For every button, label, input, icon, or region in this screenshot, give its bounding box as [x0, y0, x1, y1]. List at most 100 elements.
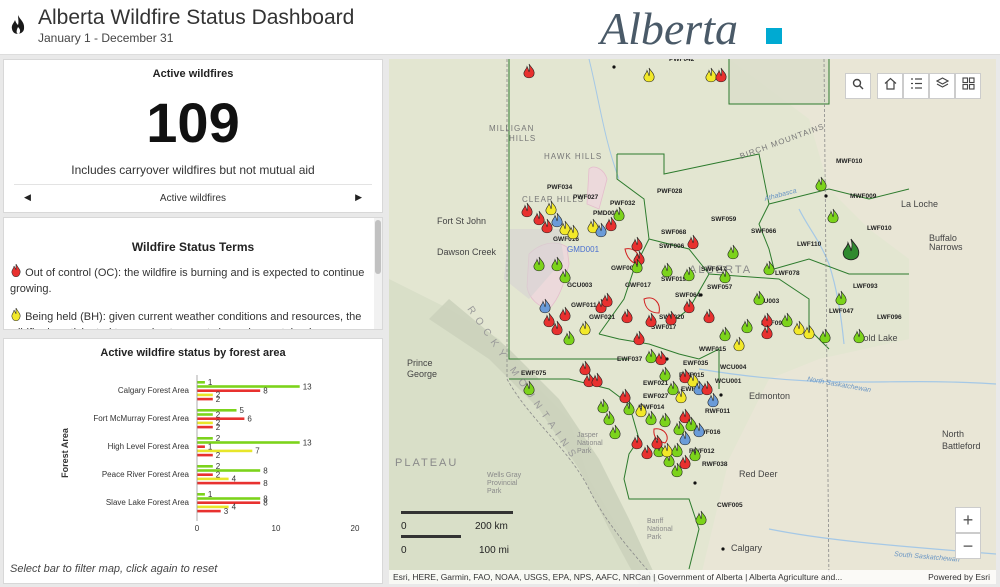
chart-bar[interactable] [197, 477, 229, 481]
being-held-fire-icon[interactable] [643, 67, 655, 83]
under-control-fire-icon[interactable] [673, 420, 685, 436]
chart-bar[interactable] [197, 453, 213, 457]
under-control-fire-icon[interactable] [659, 366, 671, 382]
pager-prev-icon[interactable]: ◀ [24, 192, 31, 202]
chart-bar[interactable] [197, 413, 213, 416]
out-of-control-fire-icon[interactable] [679, 454, 691, 470]
chart-bar[interactable] [197, 465, 213, 468]
out-of-control-fire-icon[interactable] [543, 312, 555, 328]
out-of-control-fire-icon[interactable] [701, 380, 713, 396]
being-held-fire-icon[interactable] [687, 372, 699, 388]
chart-bar[interactable] [197, 421, 213, 425]
under-control-fire-icon[interactable] [645, 410, 657, 426]
chart-bar[interactable] [197, 385, 300, 388]
out-of-control-fire-icon[interactable] [621, 308, 633, 324]
chart-bar[interactable] [197, 449, 253, 453]
zoom-out-button[interactable]: − [955, 533, 981, 559]
out-of-control-fire-icon[interactable] [633, 330, 645, 346]
chart-bar[interactable] [197, 381, 205, 384]
chart-bar[interactable] [197, 469, 261, 472]
under-control-fire-icon[interactable] [613, 206, 625, 222]
zoom-in-button[interactable]: + [955, 507, 981, 533]
out-of-control-fire-icon[interactable] [533, 210, 545, 226]
under-control-fire-icon[interactable] [671, 462, 683, 478]
out-of-control-fire-icon[interactable] [579, 360, 591, 376]
under-control-fire-icon[interactable] [563, 330, 575, 346]
turned-over-fire-icon[interactable] [693, 422, 705, 438]
chart-bar[interactable] [197, 481, 261, 485]
under-control-fire-icon[interactable] [663, 452, 675, 468]
out-of-control-fire-icon[interactable] [679, 408, 691, 424]
being-held-fire-icon[interactable] [733, 336, 745, 352]
out-of-control-fire-icon[interactable] [651, 434, 663, 450]
chart-bar[interactable] [197, 425, 213, 429]
under-control-fire-icon[interactable] [853, 328, 865, 344]
under-control-fire-icon[interactable] [819, 328, 831, 344]
map-search-button[interactable] [845, 73, 871, 99]
out-of-control-fire-icon[interactable] [703, 308, 715, 324]
out-of-control-fire-icon[interactable] [523, 63, 535, 79]
chart-bar[interactable] [197, 437, 213, 440]
turned-over-fire-icon[interactable] [679, 430, 691, 446]
turned-over-fire-icon[interactable] [595, 222, 607, 238]
chart-bar[interactable] [197, 409, 237, 412]
under-control-fire-icon[interactable] [559, 268, 571, 284]
under-control-fire-icon[interactable] [609, 424, 621, 440]
chart-bar[interactable] [197, 417, 245, 420]
under-control-fire-icon[interactable] [753, 290, 765, 306]
out-of-control-fire-icon[interactable] [631, 236, 643, 252]
under-control-fire-icon[interactable] [597, 398, 609, 414]
out-of-control-fire-icon[interactable] [605, 216, 617, 232]
under-control-fire-icon[interactable] [551, 256, 563, 272]
under-control-fire-icon[interactable] [533, 256, 545, 272]
under-control-fire-icon[interactable] [603, 410, 615, 426]
under-control-fire-icon[interactable] [719, 268, 731, 284]
out-of-control-fire-icon[interactable] [641, 444, 653, 460]
chart-bar[interactable] [197, 497, 261, 500]
out-of-control-fire-icon[interactable] [521, 202, 533, 218]
under-control-fire-icon[interactable] [631, 258, 643, 274]
out-of-control-fire-icon[interactable] [665, 310, 677, 326]
under-control-fire-icon[interactable] [695, 510, 707, 526]
being-held-fire-icon[interactable] [579, 320, 591, 336]
being-held-fire-icon[interactable] [635, 402, 647, 418]
under-control-fire-icon[interactable] [741, 318, 753, 334]
map-home-button[interactable] [877, 73, 903, 99]
under-control-fire-icon[interactable] [689, 446, 701, 462]
out-of-control-fire-icon[interactable] [761, 324, 773, 340]
chart-bar[interactable] [197, 473, 213, 476]
out-of-control-fire-icon[interactable] [645, 312, 657, 328]
under-control-fire-icon[interactable] [623, 400, 635, 416]
out-of-control-fire-icon[interactable] [687, 234, 699, 250]
under-control-fire-icon[interactable] [763, 260, 775, 276]
map-layers-button[interactable] [929, 73, 955, 99]
being-held-fire-icon[interactable] [793, 320, 805, 336]
chart-bar[interactable] [197, 509, 221, 513]
chart-bar[interactable] [197, 493, 205, 496]
out-of-control-fire-icon[interactable] [541, 218, 553, 234]
under-control-fire-icon[interactable] [523, 380, 535, 396]
chart-bar[interactable] [197, 505, 229, 509]
out-of-control-fire-icon[interactable] [683, 298, 695, 314]
out-of-control-fire-icon[interactable] [601, 292, 613, 308]
terms-scrollbar[interactable] [374, 218, 382, 329]
under-control-fire-icon[interactable] [671, 442, 683, 458]
under-control-fire-icon[interactable] [659, 412, 671, 428]
under-control-fire-icon[interactable] [719, 326, 731, 342]
chart-bar[interactable] [197, 445, 205, 448]
terms-scroll-thumb[interactable] [375, 220, 381, 274]
turned-over-fire-icon[interactable] [551, 212, 563, 228]
chart-bar[interactable] [197, 393, 213, 397]
under-control-fire-icon[interactable] [667, 380, 679, 396]
out-of-control-fire-icon[interactable] [633, 250, 645, 266]
being-held-fire-icon[interactable] [545, 200, 557, 216]
under-control-fire-icon[interactable] [661, 262, 673, 278]
out-of-control-fire-icon[interactable] [655, 350, 667, 366]
under-control-fire-icon[interactable] [683, 266, 695, 282]
turned-over-fire-icon[interactable] [539, 298, 551, 314]
out-of-control-fire-icon[interactable] [761, 312, 773, 328]
pager-next-icon[interactable]: ▶ [355, 192, 362, 202]
out-of-control-fire-icon[interactable] [591, 372, 603, 388]
chart-bar[interactable] [197, 389, 261, 392]
